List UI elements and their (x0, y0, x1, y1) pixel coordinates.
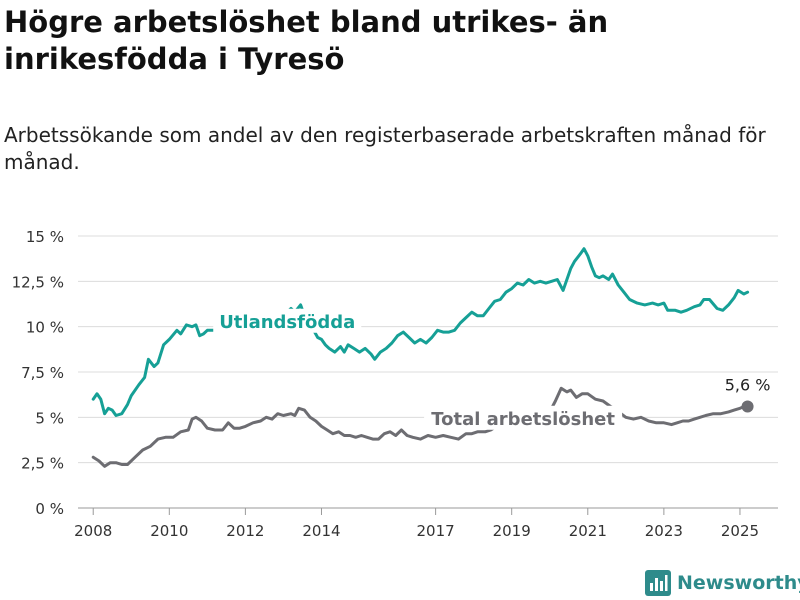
x-tick-label: 2025 (721, 522, 759, 540)
y-tick-label: 7,5 % (21, 364, 64, 382)
y-tick-label: 5 % (35, 409, 64, 427)
chart-title: Högre arbetslöshet bland utrikes- än inr… (4, 5, 609, 76)
y-tick-label: 2,5 % (21, 455, 64, 473)
x-tick-label: 2012 (226, 522, 264, 540)
x-tick-label: 2014 (302, 522, 340, 540)
bar-chart-logo-icon (645, 570, 671, 596)
x-tick-label: 2023 (645, 522, 683, 540)
y-tick-label: 10 % (26, 319, 64, 337)
series-label-utlandsfodda: Utlandsfödda (219, 312, 355, 333)
y-tick-label: 15 % (26, 228, 64, 246)
y-tick-label: 0 % (35, 500, 64, 518)
brand-name: Newsworthy (677, 572, 800, 594)
last-value-label: 5,6 % (725, 375, 771, 394)
x-axis: 2008 2010 2012 2014 2017 2019 2021 2023 2025 (74, 508, 759, 540)
x-tick-label: 2017 (417, 522, 455, 540)
y-axis-ticks: 0 % 2,5 % 5 % 7,5 % 10 % 12,5 % 15 % (12, 228, 64, 518)
series-line-total (91, 386, 750, 468)
series-label-background (424, 405, 623, 430)
x-tick-label: 2010 (150, 522, 188, 540)
y-tick-label: 12,5 % (12, 273, 64, 291)
series-lines (91, 247, 750, 468)
chart-subtitle: Arbetssökande som andel av den registerb… (4, 123, 766, 174)
series-labels: Utlandsfödda Total arbetslöshet 5,6 % (213, 308, 771, 430)
last-value-marker (741, 400, 754, 413)
newsworthy-brand[interactable]: Newsworthy (645, 568, 800, 598)
series-label-background (213, 308, 362, 333)
grid-lines (78, 235, 778, 509)
series-label-total: Total arbetslöshet (431, 409, 615, 430)
x-tick-label: 2021 (569, 522, 607, 540)
series-line-utlandsfodda (91, 247, 750, 417)
x-tick-label: 2008 (74, 522, 112, 540)
x-tick-label: 2019 (493, 522, 531, 540)
